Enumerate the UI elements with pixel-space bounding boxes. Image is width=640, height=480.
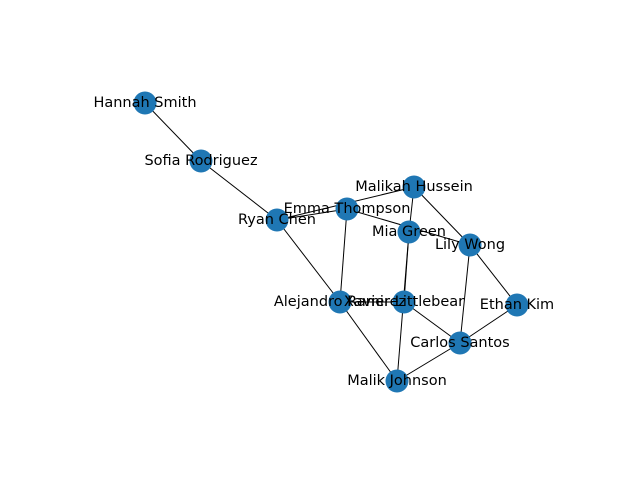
node-label-carlos-santos: Carlos Santos xyxy=(410,335,509,351)
node-ryan-chen xyxy=(265,208,289,232)
edge-xavier_littlebear-carlos_santos xyxy=(403,301,461,344)
node-label-sofia-rodriguez: Sofia Rodriguez xyxy=(144,153,257,169)
node-label-emma-thompson: Emma Thompson xyxy=(284,201,411,217)
node-sofia-rodriguez xyxy=(189,149,213,173)
nodes-layer xyxy=(133,91,529,393)
node-hannah-smith xyxy=(133,91,157,115)
node-label-malikah-hussein: Malikah Hussein xyxy=(355,179,473,195)
node-malik-johnson xyxy=(385,369,409,393)
edge-sofia_rodriguez-ryan_chen xyxy=(200,160,278,221)
edge-ryan_chen-emma_thompson xyxy=(276,208,348,221)
node-label-malik-johnson: Malik Johnson xyxy=(347,373,447,389)
node-label-xavier-littlebear: Xavier Littlebear xyxy=(344,294,464,310)
edge-emma_thompson-alejandro_ramirez xyxy=(339,208,348,303)
edge-ryan_chen-alejandro_ramirez xyxy=(276,219,341,303)
node-carlos-santos xyxy=(448,331,472,355)
edge-alejandro_ramirez-malik_johnson xyxy=(339,301,398,382)
edge-lily_wong-ethan_kim xyxy=(469,244,518,306)
node-alejandro-ramirez xyxy=(328,290,352,314)
edge-hannah_smith-sofia_rodriguez xyxy=(144,102,202,162)
node-lily-wong xyxy=(458,233,482,257)
node-label-lily-wong: Lily Wong xyxy=(435,237,505,253)
node-ethan-kim xyxy=(505,293,529,317)
edge-lily_wong-carlos_santos xyxy=(459,244,471,344)
node-label-ethan-kim: Ethan Kim xyxy=(480,297,554,313)
node-emma-thompson xyxy=(335,197,359,221)
edge-carlos_santos-malik_johnson xyxy=(396,342,461,382)
node-xavier-littlebear xyxy=(392,290,416,314)
node-label-ryan-chen: Ryan Chen xyxy=(238,212,316,228)
labels-layer: Hannah Smith Sofia Rodriguez Ryan ChenEmma… xyxy=(93,95,554,389)
edge-malikah_hussein-lily_wong xyxy=(413,186,471,246)
node-malikah-hussein xyxy=(402,175,426,199)
node-label-alejandro-ramirez: Alejandro Ramirez xyxy=(274,294,406,310)
node-label-hannah-smith: Hannah Smith xyxy=(93,95,196,111)
node-mia-green xyxy=(397,220,421,244)
node-label-mia-green: Mia Green xyxy=(372,224,446,240)
